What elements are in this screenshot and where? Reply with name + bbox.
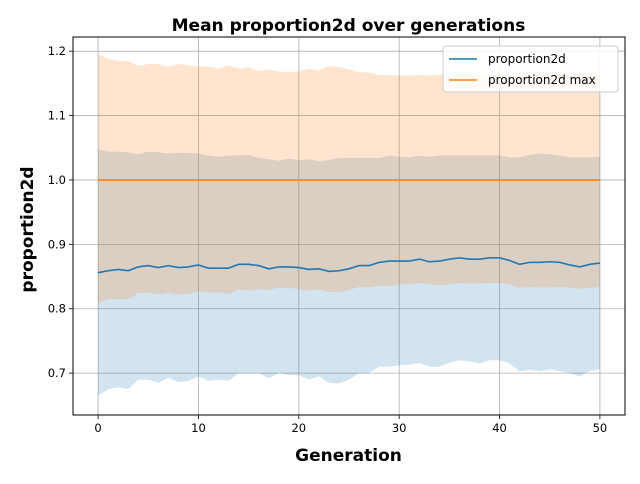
y-tick-label: 0.7 [48, 366, 66, 380]
y-tick-label: 0.9 [48, 237, 66, 251]
band-series-1 [98, 54, 600, 304]
band-series-0 [98, 149, 600, 396]
y-tick-label: 1.0 [48, 173, 66, 187]
legend-box [442, 45, 619, 93]
x-tick-label: 20 [291, 421, 306, 435]
legend-label-proportion2d: proportion2d [488, 52, 566, 66]
x-tick-label: 40 [492, 421, 507, 435]
y-tick-label: 1.2 [48, 44, 66, 58]
x-axis-label: Generation [295, 446, 402, 466]
x-tick-label: 0 [94, 421, 101, 435]
y-tick-label: 0.8 [48, 302, 66, 316]
confidence-bands [98, 54, 600, 396]
series-lines [97, 179, 601, 274]
x-tick-label: 30 [392, 421, 407, 435]
x-tick-label: 50 [593, 421, 608, 435]
y-axis-ticks: 0.7 0.8 0.9 1.0 1.1 1.2 [48, 44, 73, 380]
plot-area-frame [72, 36, 626, 416]
y-axis-label: proportion2d [18, 166, 38, 292]
legend-label-proportion2d-max: proportion2d max [488, 73, 596, 87]
legend: proportion2d proportion2d max [442, 45, 619, 93]
y-tick-label: 1.1 [48, 109, 66, 123]
x-axis-ticks: 0 10 20 30 40 50 [94, 415, 607, 435]
chart-title: Mean proportion2d over generations [172, 16, 526, 36]
line-series-0 [97, 257, 601, 274]
x-tick-label: 10 [191, 421, 206, 435]
